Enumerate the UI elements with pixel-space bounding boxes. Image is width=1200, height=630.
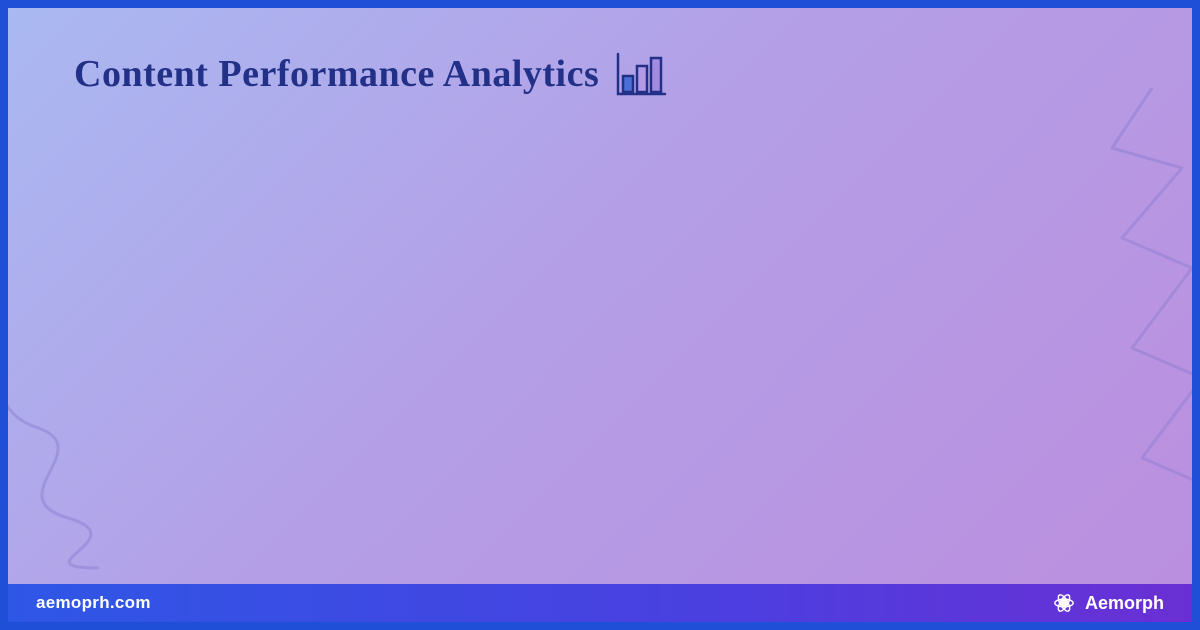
page-title: Content Performance Analytics <box>74 52 599 96</box>
footer-brand-text: Aemorph <box>1085 593 1164 614</box>
title-row: Content Performance Analytics <box>74 52 667 96</box>
footer-bar: aemoprh.com Aemorph <box>8 584 1192 622</box>
footer-domain: aemoprh.com <box>36 593 151 613</box>
brand-logo-icon <box>1053 592 1075 614</box>
decorative-squiggle-right <box>1072 88 1200 508</box>
bar-chart-icon <box>615 52 667 96</box>
footer-brand: Aemorph <box>1053 592 1164 614</box>
card-frame: Content Performance Analytics aemoprh.co… <box>0 0 1200 630</box>
decorative-squiggle-left <box>0 318 158 578</box>
